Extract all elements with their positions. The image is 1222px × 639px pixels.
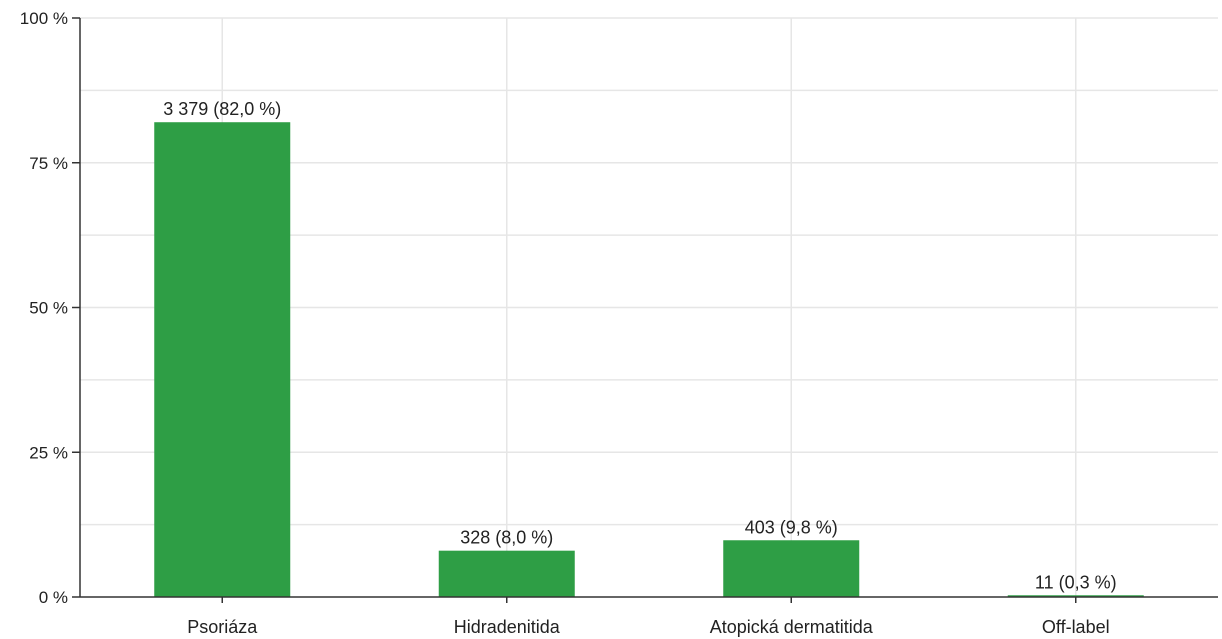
category-label: Off-label (1042, 617, 1110, 637)
category-label: Atopická dermatitida (710, 617, 874, 637)
labels: 3 379 (82,0 %) Psoriáza 328 (8,0 %) Hidrade… (20, 9, 1117, 637)
data-label: 3 379 (82,0 %) (163, 99, 281, 119)
y-tick-label: 0 % (39, 588, 68, 607)
y-tick-label: 50 % (29, 299, 68, 318)
bar-atopická-dermatitida (723, 540, 860, 597)
bar-off-label (1007, 595, 1144, 597)
category-label: Psoriáza (187, 617, 258, 637)
data-label: 11 (0,3 %) (1035, 572, 1117, 592)
y-tick-label: 75 % (29, 154, 68, 173)
data-label: 403 (9,8 %) (745, 517, 838, 537)
bar-psoriáza (154, 122, 291, 597)
data-label: 328 (8,0 %) (460, 528, 553, 548)
y-tick-label: 25 % (29, 443, 68, 462)
y-tick-label: 100 % (20, 9, 68, 28)
bars (154, 122, 1144, 597)
axes (72, 17, 1218, 603)
category-label: Hidradenitida (454, 617, 561, 637)
bar-hidradenitida (438, 550, 575, 597)
